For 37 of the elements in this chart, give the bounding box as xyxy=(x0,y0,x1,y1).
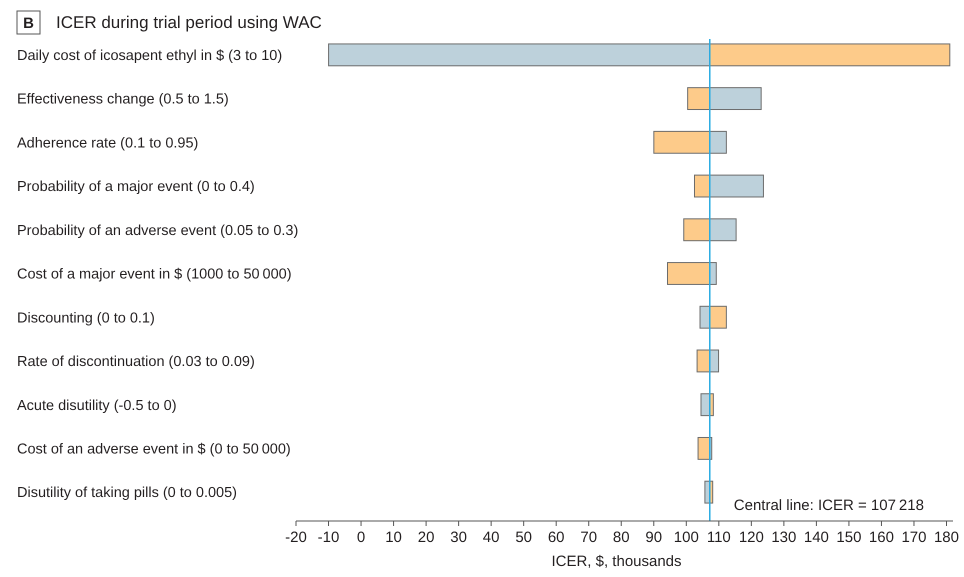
bar xyxy=(698,436,710,460)
x-tick-label: 0 xyxy=(356,529,366,546)
ref-line-label: Central line: ICER = 107 218 xyxy=(734,497,924,514)
y-tick-label: Disutility of taking pills (0 to 0.005) xyxy=(17,485,238,502)
x-tick-label: 120 xyxy=(738,529,764,546)
x-tick-label: 50 xyxy=(515,529,532,546)
text: B xyxy=(23,15,34,32)
x-tick-label: 100 xyxy=(674,529,699,546)
x-tick-label: 80 xyxy=(612,529,630,546)
y-tick-label: Rate of discontinuation (0.03 to 0.09) xyxy=(17,354,255,370)
y-tick-label: Probability of a major event (0 to 0.4) xyxy=(17,179,255,196)
x-tick-label: 130 xyxy=(771,529,796,546)
x-tick-label: 110 xyxy=(706,529,731,546)
y-tick-label: Discounting (0 to 0.1) xyxy=(17,310,155,326)
x-tick-label: -10 xyxy=(318,529,340,546)
x-tick-label: 60 xyxy=(548,529,565,546)
y-tick-label: Adherence rate (0.1 to 0.95) xyxy=(17,135,198,152)
x-tick-label: 150 xyxy=(836,529,862,546)
x-tick-label: 10 xyxy=(385,529,402,546)
y-tick-label: Cost of a major event in $ (1000 to 50 000) xyxy=(17,266,292,283)
x-tick-label: 170 xyxy=(901,529,926,546)
x-tick-label: 30 xyxy=(450,529,467,546)
x-tick-label: 160 xyxy=(868,529,894,546)
x-tick-label: -20 xyxy=(285,529,307,546)
x-tick-label: 40 xyxy=(482,529,500,546)
x-tick-label: 140 xyxy=(804,529,829,546)
chart-title: ICER during trial period using WAC xyxy=(56,13,322,32)
y-tick-label: Probability of an adverse event (0.05 to 0.3) xyxy=(17,222,298,239)
y-tick-label: Effectiveness change (0.5 to 1.5) xyxy=(17,92,229,108)
y-tick-label: Daily cost of icosapent ethyl in $ (3 to 10) xyxy=(17,48,282,64)
x-tick-label: 180 xyxy=(934,529,960,546)
y-tick-label: Cost of an adverse event in $ (0 to 50 000) xyxy=(17,441,291,458)
x-tick-label: 70 xyxy=(580,529,598,546)
x-axis-title: ICER, $, thousands xyxy=(551,553,682,570)
x-tick-label: 20 xyxy=(418,529,434,546)
y-tick-label: Acute disutility (-0.5 to 0) xyxy=(17,398,177,414)
x-tick-label: 90 xyxy=(645,529,662,546)
